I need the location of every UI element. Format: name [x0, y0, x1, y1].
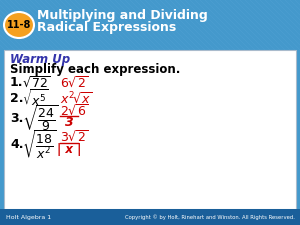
Text: 2.: 2.	[10, 92, 23, 106]
Bar	[0, 209, 300, 225]
Text: $\sqrt{\dfrac{24}{9}}$: $\sqrt{\dfrac{24}{9}}$	[22, 103, 58, 133]
Text: $x^2\!\sqrt{x}$: $x^2\!\sqrt{x}$	[60, 91, 93, 107]
Bar	[0, 0, 300, 50]
Text: $\sqrt{72}$: $\sqrt{72}$	[22, 75, 51, 91]
Text: 11-8: 11-8	[7, 20, 31, 30]
Text: Holt Algebra 1: Holt Algebra 1	[6, 214, 51, 220]
Text: 1.: 1.	[10, 76, 23, 90]
Text: | x |: | x |	[57, 144, 81, 157]
Text: $\sqrt{x^5}$: $\sqrt{x^5}$	[22, 88, 49, 110]
Text: Warm Up: Warm Up	[10, 52, 70, 65]
Bar	[4, 50, 296, 209]
Text: $3\sqrt{2}$: $3\sqrt{2}$	[60, 129, 89, 145]
Text: 3.: 3.	[10, 112, 23, 124]
Text: Copyright © by Holt, Rinehart and Winston. All Rights Reserved.: Copyright © by Holt, Rinehart and Winsto…	[125, 214, 295, 220]
Text: 3: 3	[64, 115, 74, 128]
Text: 4.: 4.	[10, 139, 23, 151]
Text: $2\sqrt{6}$: $2\sqrt{6}$	[60, 104, 89, 119]
Ellipse shape	[4, 12, 34, 38]
Text: Multiplying and Dividing: Multiplying and Dividing	[37, 9, 208, 22]
Text: Simplify each expression.: Simplify each expression.	[10, 63, 180, 76]
Text: $6\sqrt{2}$: $6\sqrt{2}$	[60, 75, 89, 91]
Text: $\sqrt{\dfrac{18}{x^2}}$: $\sqrt{\dfrac{18}{x^2}}$	[22, 128, 56, 162]
Text: Radical Expressions: Radical Expressions	[37, 22, 176, 34]
